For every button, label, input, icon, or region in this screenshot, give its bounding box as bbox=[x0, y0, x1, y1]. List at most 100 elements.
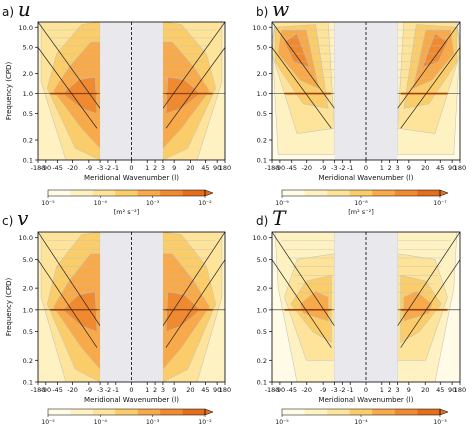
panel-w: 0.10.20.51.02.05.010.0-180-90 -45 -20 -9 -3-… bbox=[253, 0, 467, 216]
x-tick-label: 2 bbox=[153, 386, 157, 394]
colorbar-swatch bbox=[48, 409, 71, 415]
y-tick-label: 0.1 bbox=[23, 157, 33, 165]
dispersion-line-left-a bbox=[38, 259, 98, 348]
x-tick-label: 9 bbox=[172, 386, 176, 394]
panel-u: 0.1 0.2 0.5 1.0 2.0 5.0 10.0 Frequency (CPD) -18… bbox=[2, 0, 231, 216]
x-tick-label: 90 bbox=[213, 164, 221, 172]
colorbar-extend-arrow bbox=[439, 408, 449, 416]
x-tick-label: -3 bbox=[97, 164, 103, 172]
colorbar-tick-label: 10⁻² bbox=[198, 419, 212, 426]
colorbar-units: [m² s⁻²] bbox=[114, 208, 140, 216]
colorbar-tick-label: 10⁻⁴ bbox=[94, 419, 108, 426]
y-axis-label: Frequency (CPD) bbox=[5, 278, 13, 337]
y-tick-label: 1.0 bbox=[257, 90, 267, 98]
x-tick-label: -3 bbox=[97, 386, 103, 394]
colorbar: 10⁻⁵10⁻⁴10⁻³[K²] bbox=[275, 408, 449, 426]
colorbar-swatch bbox=[70, 190, 94, 196]
x-tick-label: 3 bbox=[396, 164, 400, 172]
x-tick-label: -9 bbox=[86, 386, 92, 394]
x-tick-label: 2 bbox=[388, 386, 392, 394]
x-tick-label: 9 bbox=[407, 164, 411, 172]
y-tick-label: 5.0 bbox=[23, 44, 33, 52]
x-tick-label: -180 bbox=[265, 386, 280, 394]
dispersion-line-left-a bbox=[38, 46, 98, 129]
spectrum-field bbox=[38, 232, 225, 382]
x-tick-label: -180 bbox=[31, 386, 46, 394]
colorbar-swatch bbox=[417, 190, 441, 196]
colorbar-swatch bbox=[394, 409, 418, 415]
x-tick-label: 2 bbox=[388, 164, 392, 172]
x-tick-label: 3 bbox=[161, 386, 165, 394]
x-tick-label: 20 bbox=[186, 164, 194, 172]
x-tick-label: 180 bbox=[219, 164, 231, 172]
dispersion-line-right-b bbox=[162, 22, 225, 109]
x-tick-label: 9 bbox=[172, 164, 176, 172]
x-tick-label: -9 bbox=[86, 164, 92, 172]
y-tick-label: 0.5 bbox=[257, 110, 267, 118]
x-tick-label: 90 bbox=[448, 386, 456, 394]
x-tick-label: 90 bbox=[213, 386, 221, 394]
x-tick-label: 0 bbox=[364, 386, 368, 394]
x-tick-label: -180 bbox=[265, 164, 280, 172]
y-tick-label: 0.5 bbox=[257, 328, 267, 336]
dispersion-line-right-a bbox=[165, 46, 225, 129]
colorbar-swatch bbox=[137, 190, 161, 196]
colorbar-swatch bbox=[394, 190, 418, 196]
y-tick-label: 2.0 bbox=[23, 70, 33, 78]
dispersion-line-right-a bbox=[165, 259, 225, 348]
spectrum-field bbox=[272, 22, 460, 160]
colorbar-swatch bbox=[70, 409, 94, 415]
colorbar: 10⁻⁵10⁻⁴10⁻³10⁻²[m² s⁻²] bbox=[41, 408, 214, 426]
dispersion-line-right-a bbox=[400, 259, 460, 348]
contour-band-right-5 bbox=[165, 291, 201, 332]
colorbar-tick-label: 10⁻³ bbox=[146, 200, 160, 207]
x-tick-label: 45 bbox=[201, 386, 209, 394]
colorbar: 10⁻⁹ 10⁻⁸ 10⁻⁷ [m² s⁻²] bbox=[275, 189, 449, 216]
x-tick-label: -45 bbox=[52, 386, 63, 394]
x-tick-label: 20 bbox=[186, 386, 194, 394]
colorbar-swatch bbox=[304, 409, 328, 415]
colorbar-tick-label: 10⁻⁵ bbox=[41, 419, 55, 426]
y-tick-label: 10.0 bbox=[19, 234, 33, 242]
dispersion-line-left-b bbox=[38, 232, 101, 327]
x-tick-label: 45 bbox=[436, 386, 444, 394]
x-tick-label: 3 bbox=[161, 164, 165, 172]
y-tick-label: 5.0 bbox=[257, 256, 267, 264]
x-tick-label: -90 bbox=[275, 386, 286, 394]
colorbar-swatch bbox=[160, 190, 183, 196]
colorbar-swatch bbox=[48, 190, 71, 196]
x-tick-label: -2 bbox=[339, 386, 345, 394]
y-tick-label: 10.0 bbox=[19, 24, 33, 32]
spectrum-field bbox=[38, 22, 225, 160]
colorbar-swatch bbox=[115, 409, 139, 415]
x-tick-label: 0 bbox=[364, 164, 368, 172]
colorbar-tick-label: 10⁻² bbox=[198, 200, 212, 207]
colorbar-swatch bbox=[349, 190, 373, 196]
x-tick-label: -45 bbox=[286, 386, 297, 394]
y-tick-label: 0.2 bbox=[257, 137, 267, 145]
x-tick-label: -1 bbox=[113, 164, 119, 172]
colorbar-swatch bbox=[282, 409, 305, 415]
colorbar-tick-label: 10⁻³ bbox=[146, 419, 160, 426]
y-tick-label: 0.1 bbox=[257, 157, 267, 165]
contour-band-right-4 bbox=[403, 291, 433, 322]
colorbar-frame bbox=[47, 408, 206, 416]
x-tick-label: 180 bbox=[454, 386, 466, 394]
x-tick-label: 2 bbox=[153, 164, 157, 172]
colorbar-tick-label: 10⁻⁵ bbox=[41, 200, 55, 207]
dispersion-line-left-a bbox=[272, 46, 332, 129]
y-tick-label: 5.0 bbox=[23, 256, 33, 264]
colorbar-frame bbox=[47, 189, 206, 197]
panel-v: 0.1 0.2 0.5 1.0 2.0 5.0 10.0 Frequency (CPD) -18… bbox=[2, 206, 231, 426]
colorbar-swatch bbox=[137, 409, 161, 415]
x-tick-label: 45 bbox=[201, 164, 209, 172]
colorbar-swatch bbox=[92, 409, 116, 415]
panel-label: d) T bbox=[256, 206, 287, 230]
contour-band-right-5 bbox=[422, 33, 448, 68]
x-tick-label: -3 bbox=[331, 164, 337, 172]
contour-band-right-5 bbox=[165, 76, 201, 114]
panel-label: c) v bbox=[2, 206, 29, 230]
colorbar-swatch bbox=[349, 409, 373, 415]
colorbar-extend-arrow bbox=[439, 189, 449, 197]
